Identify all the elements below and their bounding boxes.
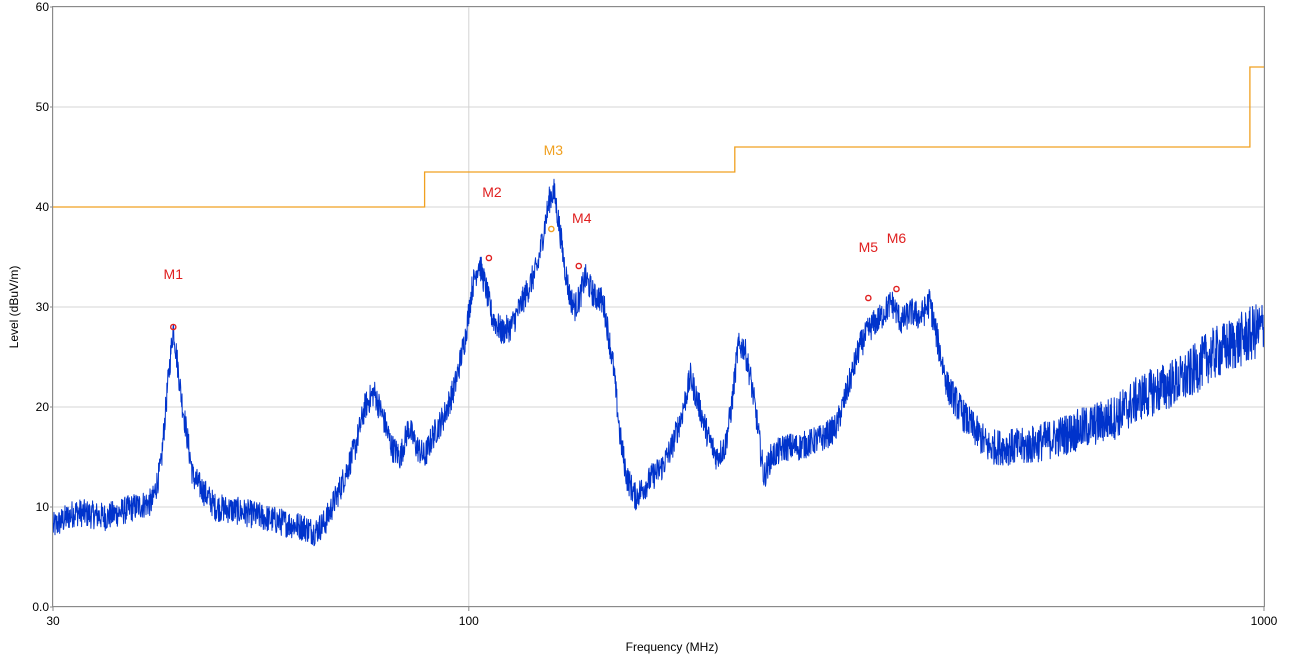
marker-label-m1: M1 (164, 266, 184, 282)
y-tick-label: 30 (36, 300, 50, 314)
x-axis-title: Frequency (MHz) (626, 640, 719, 654)
marker-label-m4: M4 (572, 210, 592, 226)
y-tick-label: 40 (36, 200, 50, 214)
measurement-trace (52, 178, 1265, 547)
y-tick-label: 10 (36, 500, 50, 514)
y-tick-label: 0.0 (32, 600, 49, 614)
x-tick-label: 1000 (1251, 614, 1278, 628)
marker-layer: M1 M2 M3 M4 M5 M6 (164, 142, 907, 331)
marker-point-m3 (548, 225, 555, 233)
measurement-trace-layer (52, 178, 1265, 547)
y-tick-label: 20 (36, 400, 50, 414)
marker-point-m6 (893, 285, 900, 293)
x-tick-labels: 30 100 1000 (46, 607, 1278, 628)
marker-label-m6: M6 (887, 230, 907, 246)
y-tick-label: 60 (36, 0, 50, 14)
y-axis-title: Level (dBuV/m) (7, 266, 21, 349)
marker-point-m5 (865, 294, 872, 302)
x-tick-label: 30 (46, 614, 60, 628)
marker-label-m5: M5 (859, 239, 879, 255)
limit-line (53, 66, 1264, 208)
limit-line-layer (53, 66, 1264, 208)
y-tick-label: 50 (36, 100, 50, 114)
x-tick-label: 100 (459, 614, 479, 628)
y-tick-labels: 0.0 10 20 30 40 50 60 (32, 0, 53, 614)
marker-point-m2 (485, 254, 493, 262)
marker-label-m2: M2 (482, 184, 502, 200)
marker-label-m3: M3 (544, 142, 564, 158)
marker-point-m1 (169, 323, 177, 331)
marker-point-m4 (575, 262, 583, 270)
